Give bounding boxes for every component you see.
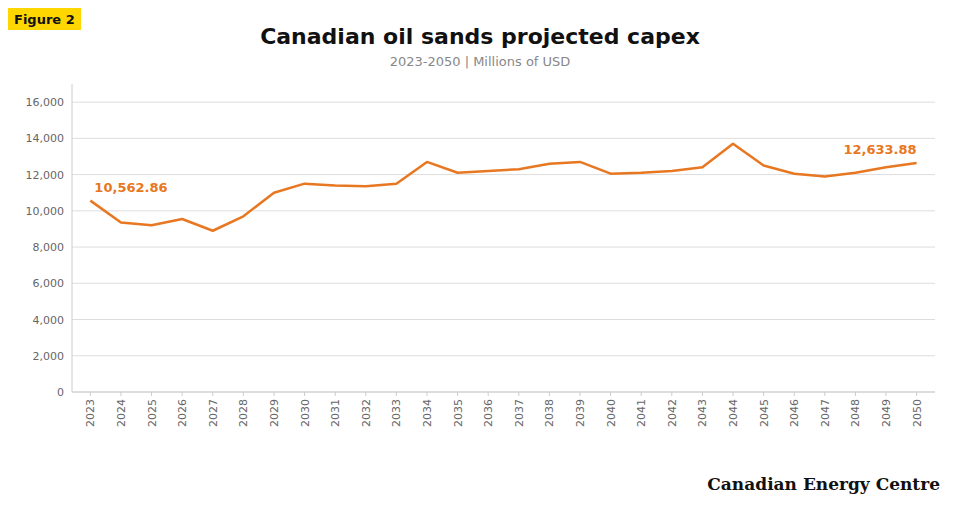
watermark: Canadian Energy Centre	[707, 474, 940, 494]
x-tick-labels: 2023 2024 2025 2026 2027 2028 2029 2030 2031 2032…	[84, 392, 923, 427]
x-tick	[702, 392, 703, 396]
x-tick	[763, 392, 764, 396]
x-tick-label: 2043	[696, 399, 709, 427]
figure-label-box	[8, 8, 81, 30]
x-tick	[457, 392, 458, 396]
grid-line	[72, 319, 935, 320]
y-axis-line	[72, 84, 73, 392]
x-tick-label: 2026	[176, 399, 189, 427]
x-tick	[610, 392, 611, 396]
x-tick	[916, 392, 917, 396]
y-tick-labels: 0 2,000 4,000 6,000 8,000 10,000 12,000 14,000 1…	[26, 96, 65, 399]
x-tick-label: 2042	[666, 399, 679, 427]
x-axis-line	[72, 392, 935, 393]
figure-label-text: Figure 2	[14, 12, 75, 27]
x-tick	[212, 392, 213, 396]
y-tick-label: 2,000	[33, 350, 65, 363]
x-tick	[671, 392, 672, 396]
x-tick-label: 2024	[115, 399, 128, 427]
chart-container: Figure 2 Canadian oil sands projected cap…	[0, 0, 960, 505]
x-tick-label: 2041	[635, 399, 648, 427]
y-tick-label: 16,000	[26, 96, 65, 109]
x-tick	[426, 392, 427, 396]
grid-line	[72, 247, 935, 248]
x-tick-label: 2030	[299, 399, 312, 427]
grid-line	[72, 355, 935, 356]
x-tick	[151, 392, 152, 396]
x-tick	[641, 392, 642, 396]
x-tick	[855, 392, 856, 396]
grid-line	[72, 102, 935, 103]
x-tick	[396, 392, 397, 396]
figure-label: Figure 2	[8, 8, 81, 30]
grid-line	[72, 210, 935, 211]
x-tick	[243, 392, 244, 396]
x-tick-label: 2049	[880, 399, 893, 427]
x-tick-label: 2029	[268, 399, 281, 427]
x-tick	[304, 392, 305, 396]
x-tick-label: 2032	[360, 399, 373, 427]
x-tick-label: 2031	[329, 399, 342, 427]
x-tick	[794, 392, 795, 396]
x-tick-label: 2044	[727, 399, 740, 427]
x-tick-label: 2037	[513, 399, 526, 427]
x-tick	[518, 392, 519, 396]
grid-line	[72, 138, 935, 139]
x-tick	[182, 392, 183, 396]
x-tick-label: 2038	[543, 399, 556, 427]
x-tick	[335, 392, 336, 396]
line	[90, 144, 916, 231]
y-tick-label: 10,000	[26, 205, 65, 218]
x-tick-label: 2025	[146, 399, 159, 427]
y-tick-label: 8,000	[33, 241, 65, 254]
annotation: 12,633.88	[843, 142, 916, 157]
x-tick	[580, 392, 581, 396]
x-tick-label: 2040	[605, 399, 618, 427]
page: {"chart_data": { "type": "line", "title"…	[0, 0, 960, 505]
x-tick-label: 2048	[849, 399, 862, 427]
title: Canadian oil sands projected capex	[260, 24, 700, 49]
y-tick-label: 4,000	[33, 314, 65, 327]
x-tick-label: 2046	[788, 399, 801, 427]
grid-line	[72, 392, 935, 393]
grid-line	[72, 283, 935, 284]
x-tick-label: 2027	[207, 399, 220, 427]
annotation: 10,562.86	[94, 180, 167, 195]
x-tick	[824, 392, 825, 396]
x-tick	[120, 392, 121, 396]
y-tick-label: 6,000	[33, 277, 65, 290]
x-tick-label: 2028	[237, 399, 250, 427]
x-tick	[273, 392, 274, 396]
y-tick-label: 0	[57, 386, 64, 399]
x-tick	[488, 392, 489, 396]
annotations: 10,562.86 12,633.88	[94, 142, 916, 195]
x-tick-label: 2050	[911, 399, 924, 427]
chart: Figure 2 Canadian oil sands projected cap…	[0, 0, 960, 505]
subtitle: 2023-2050 | Millions of USD	[390, 54, 571, 69]
plot-area	[90, 144, 916, 231]
y-tick-label: 12,000	[26, 169, 65, 182]
x-tick-label: 2039	[574, 399, 587, 427]
x-tick	[886, 392, 887, 396]
x-tick-label: 2036	[482, 399, 495, 427]
x-tick-label: 2023	[84, 399, 97, 427]
y-tick-label: 14,000	[26, 132, 65, 145]
x-tick-label: 2045	[758, 399, 771, 427]
x-tick-label: 2034	[421, 399, 434, 427]
x-tick-label: 2035	[452, 399, 465, 427]
x-tick	[90, 392, 91, 396]
x-tick-label: 2047	[819, 399, 832, 427]
x-tick	[733, 392, 734, 396]
y-grid	[72, 102, 935, 392]
x-tick	[365, 392, 366, 396]
x-tick-label: 2033	[390, 399, 403, 427]
x-tick	[549, 392, 550, 396]
